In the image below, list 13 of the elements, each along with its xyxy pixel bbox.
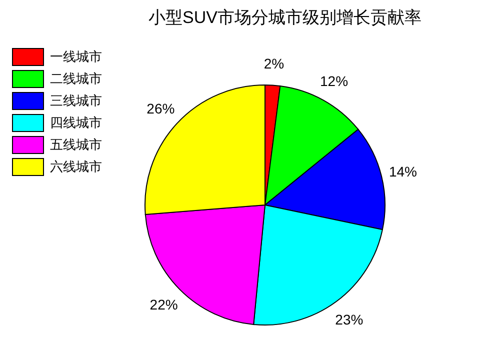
legend-label: 二线城市 [50,70,102,88]
legend-label: 五线城市 [50,136,102,154]
data-label: 14% [388,164,418,180]
chart-title: 小型SUV市场分城市级别增长贡献率 [148,7,422,29]
legend-label: 一线城市 [50,48,102,66]
data-label: 12% [320,72,348,89]
legend-label: 六线城市 [50,158,102,176]
data-label: 23% [335,311,364,328]
data-label: 26% [146,100,175,117]
data-label: 2% [264,55,284,72]
legend-label: 四线城市 [50,114,102,132]
legend-label: 三线城市 [50,92,102,110]
data-label: 22% [150,296,178,313]
